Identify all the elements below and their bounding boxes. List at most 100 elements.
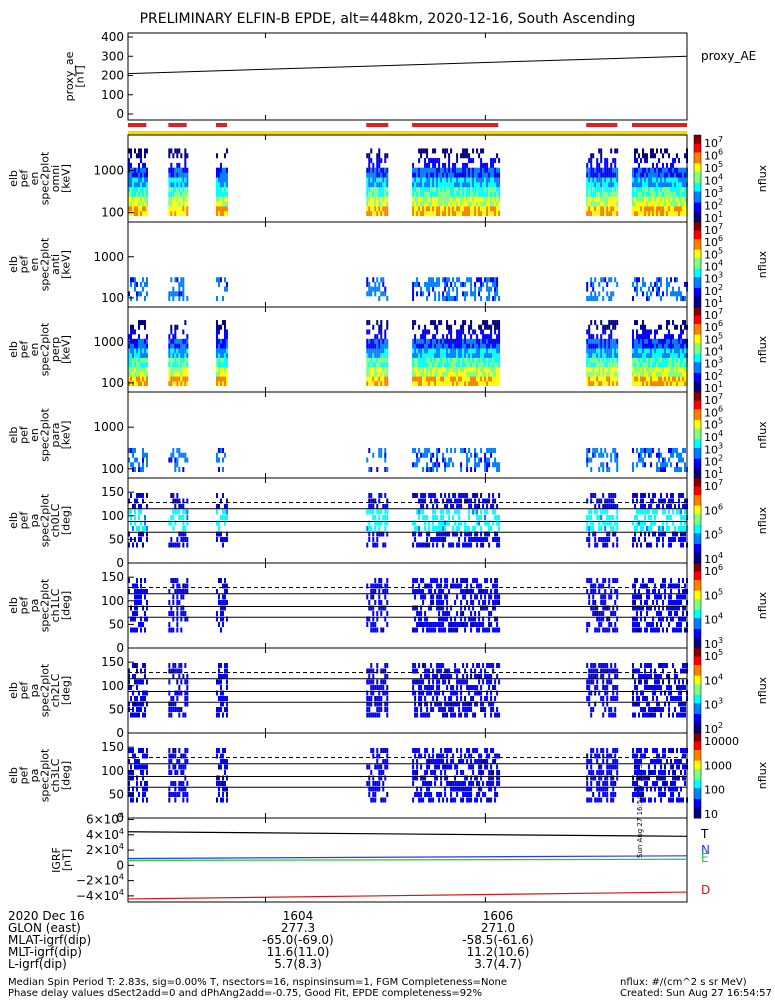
heatmap-cell: [604, 191, 607, 197]
heatmap-cell: [666, 357, 669, 363]
heatmap-cell: [606, 452, 609, 458]
heatmap-cell: [184, 352, 187, 358]
heatmap-cell: [496, 589, 499, 594]
heatmap-cell: [444, 281, 447, 287]
heatmap-cell: [420, 153, 423, 159]
heatmap-cell: [658, 338, 661, 344]
heatmap-cell: [215, 611, 218, 616]
heatmap-cell: [182, 611, 185, 616]
heatmap-cell: [492, 504, 495, 509]
heatmap-cell: [370, 352, 373, 358]
heatmap-cell: [386, 376, 389, 382]
heatmap-cell: [182, 362, 185, 368]
heatmap-cell: [426, 186, 429, 192]
heatmap-cell: [674, 376, 677, 382]
heatmap-cell: [592, 191, 595, 197]
heatmap-cell: [444, 520, 447, 526]
heatmap-cell: [678, 537, 681, 542]
heatmap-cell: [430, 338, 433, 344]
heatmap-cell: [494, 381, 497, 386]
heatmap-cell: [480, 167, 483, 173]
heatmap-cell: [486, 186, 489, 192]
heatmap-cell: [458, 542, 461, 548]
heatmap-cell: [656, 191, 659, 197]
heatmap-cell: [642, 462, 645, 468]
colorbar-segment: [694, 277, 701, 280]
heatmap-cell: [478, 622, 481, 627]
heatmap-cell: [488, 296, 491, 301]
heatmap-cell: [184, 611, 187, 616]
heatmap-cell: [484, 627, 487, 633]
heatmap-cell: [488, 462, 491, 468]
heatmap-cell: [374, 191, 377, 197]
heatmap-cell: [182, 352, 185, 358]
heatmap-cell: [140, 504, 142, 509]
heatmap-cell: [376, 182, 379, 188]
heatmap-cell: [670, 371, 673, 377]
heatmap-cell: [138, 376, 140, 382]
heatmap-cell: [146, 605, 148, 611]
heatmap-cell: [219, 371, 222, 377]
heatmap-cell: [144, 594, 146, 600]
heatmap-cell: [225, 600, 228, 605]
heatmap-cell: [215, 343, 218, 349]
heatmap-cell: [221, 537, 224, 542]
heatmap-cell: [376, 320, 379, 326]
heatmap-cell: [654, 343, 657, 349]
heatmap-cell: [170, 206, 173, 212]
heatmap-cell: [682, 381, 685, 386]
heatmap-cell: [492, 158, 495, 164]
colorbar-segment: [694, 262, 701, 265]
heatmap-cell: [215, 296, 218, 301]
colorbar-segment: [694, 145, 701, 149]
colorbar-segment: [694, 195, 701, 199]
heatmap-cell: [588, 186, 591, 192]
heatmap-cell: [432, 509, 435, 515]
heatmap-cell: [490, 452, 493, 458]
heatmap-cell: [168, 627, 171, 633]
heatmap-cell: [680, 542, 683, 548]
heatmap-cell: [384, 291, 387, 297]
heatmap-cell: [676, 201, 679, 207]
heatmap-cell: [614, 167, 617, 173]
proxy-ae-frame: [127, 32, 688, 121]
heatmap-cell: [458, 504, 461, 509]
heatmap-cell: [424, 158, 427, 164]
heatmap-cell: [464, 371, 467, 377]
heatmap-cell: [454, 600, 457, 605]
heatmap-cell: [378, 148, 381, 154]
heatmap-cell: [478, 211, 481, 216]
heatmap-cell: [130, 493, 132, 498]
heatmap-cell: [412, 211, 415, 216]
heatmap-cell: [128, 348, 130, 354]
colorbar-segment: [694, 535, 701, 538]
colorbar-segment: [694, 302, 701, 306]
heatmap-cell: [656, 509, 659, 515]
heatmap-cell: [422, 498, 425, 504]
heatmap-cell: [654, 334, 657, 340]
heatmap-cell: [586, 348, 589, 354]
heatmap-cell: [223, 334, 226, 340]
heatmap-cell: [376, 286, 379, 292]
heatmap-cell: [414, 338, 417, 344]
heatmap-cell: [492, 583, 495, 589]
heatmap-cell: [676, 376, 679, 382]
heatmap-cell: [666, 371, 669, 377]
heatmap-cell: [590, 320, 593, 326]
colorbar-segment: [694, 465, 701, 468]
heatmap-cell: [422, 493, 425, 498]
heatmap-cell: [616, 281, 619, 287]
colorbar-segment: [694, 187, 701, 190]
heatmap-cell: [592, 371, 595, 377]
heatmap-cell: [616, 526, 619, 531]
heatmap-cell: [478, 504, 481, 509]
heatmap-cell: [478, 515, 481, 520]
heatmap-cell: [176, 352, 179, 358]
heatmap-cell: [225, 286, 228, 292]
heatmap-cell: [186, 343, 189, 349]
heatmap-cell: [616, 177, 619, 183]
heatmap-cell: [614, 343, 617, 349]
heatmap-cell: [416, 201, 419, 207]
heatmap-cell: [464, 281, 467, 287]
